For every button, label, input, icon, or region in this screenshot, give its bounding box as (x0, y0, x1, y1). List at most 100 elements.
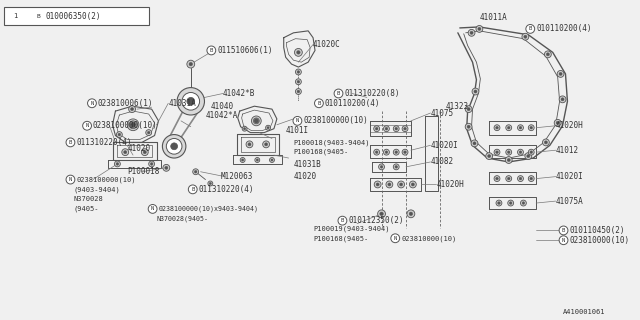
Circle shape (474, 90, 477, 93)
Circle shape (519, 151, 522, 154)
Circle shape (509, 202, 512, 204)
Circle shape (195, 171, 197, 173)
Circle shape (518, 125, 524, 131)
Circle shape (314, 99, 323, 108)
Text: 010006350(2): 010006350(2) (46, 12, 102, 21)
Circle shape (412, 183, 414, 186)
Circle shape (193, 169, 198, 175)
Circle shape (495, 126, 499, 129)
Text: N: N (90, 101, 93, 106)
Circle shape (561, 98, 564, 101)
Circle shape (252, 116, 261, 126)
Circle shape (399, 183, 403, 186)
Text: 0238100000(10): 0238100000(10) (303, 116, 368, 125)
Circle shape (187, 60, 195, 68)
Circle shape (376, 183, 379, 186)
Circle shape (241, 159, 244, 161)
Circle shape (524, 35, 527, 38)
Circle shape (478, 28, 481, 30)
Circle shape (528, 125, 534, 131)
Circle shape (404, 151, 406, 154)
Circle shape (242, 126, 247, 131)
Text: 41020H: 41020H (556, 121, 584, 130)
Text: 41020I: 41020I (556, 172, 584, 181)
Text: B: B (191, 187, 195, 192)
Circle shape (518, 149, 524, 155)
FancyBboxPatch shape (4, 7, 148, 25)
Circle shape (150, 163, 153, 165)
Circle shape (465, 123, 472, 130)
Circle shape (506, 125, 511, 131)
Circle shape (380, 212, 383, 216)
Circle shape (488, 155, 491, 158)
Circle shape (559, 72, 562, 76)
Circle shape (177, 88, 204, 115)
Text: 41031B: 41031B (294, 160, 321, 169)
Circle shape (374, 149, 380, 155)
Circle shape (10, 10, 22, 22)
Circle shape (395, 127, 397, 130)
Circle shape (118, 133, 121, 136)
Circle shape (253, 118, 259, 124)
Circle shape (146, 130, 152, 136)
Text: 4101I: 4101I (285, 126, 308, 135)
Text: 010110200(4): 010110200(4) (536, 24, 591, 33)
Circle shape (148, 161, 155, 167)
Circle shape (508, 126, 510, 129)
Circle shape (240, 157, 245, 163)
Circle shape (116, 132, 122, 138)
Text: B: B (337, 91, 340, 96)
Text: 41075A: 41075A (556, 196, 584, 205)
Circle shape (530, 177, 532, 180)
Text: 0238100000(10): 0238100000(10) (93, 121, 157, 130)
Circle shape (467, 125, 470, 128)
Circle shape (528, 176, 534, 181)
Circle shape (269, 157, 275, 163)
Circle shape (267, 127, 269, 129)
Circle shape (374, 126, 380, 132)
Circle shape (296, 69, 301, 75)
Circle shape (526, 25, 534, 33)
Circle shape (394, 126, 399, 132)
Text: (9403-9404): (9403-9404) (74, 186, 120, 193)
Circle shape (129, 106, 136, 113)
Text: 41075: 41075 (431, 108, 454, 117)
Text: N: N (562, 238, 565, 243)
Text: N: N (69, 177, 72, 182)
Text: B: B (529, 27, 532, 31)
Circle shape (494, 125, 500, 131)
Text: (9405-: (9405- (74, 206, 99, 212)
Circle shape (254, 119, 259, 123)
Circle shape (470, 31, 473, 34)
Circle shape (385, 127, 388, 130)
Circle shape (407, 210, 415, 218)
Circle shape (189, 62, 193, 66)
Text: 41042*A: 41042*A (205, 111, 238, 120)
Circle shape (402, 126, 408, 132)
Text: 41020H: 41020H (436, 180, 464, 189)
Circle shape (127, 119, 139, 131)
Circle shape (131, 108, 134, 111)
Circle shape (188, 185, 197, 194)
Text: 41020: 41020 (294, 172, 317, 181)
Circle shape (379, 164, 385, 170)
Circle shape (559, 236, 568, 244)
Circle shape (508, 200, 514, 206)
Text: B: B (69, 140, 72, 145)
Circle shape (297, 71, 300, 73)
Circle shape (520, 200, 526, 206)
Text: 41042*B: 41042*B (223, 89, 255, 98)
Circle shape (394, 149, 399, 155)
Circle shape (528, 149, 534, 155)
Circle shape (519, 177, 522, 180)
Circle shape (187, 97, 195, 105)
Circle shape (248, 143, 251, 146)
Circle shape (465, 106, 472, 113)
Circle shape (380, 165, 383, 168)
Circle shape (543, 139, 549, 146)
Circle shape (547, 53, 549, 56)
Text: B: B (210, 48, 213, 53)
Circle shape (255, 157, 260, 163)
Circle shape (296, 89, 301, 94)
Circle shape (527, 155, 530, 158)
